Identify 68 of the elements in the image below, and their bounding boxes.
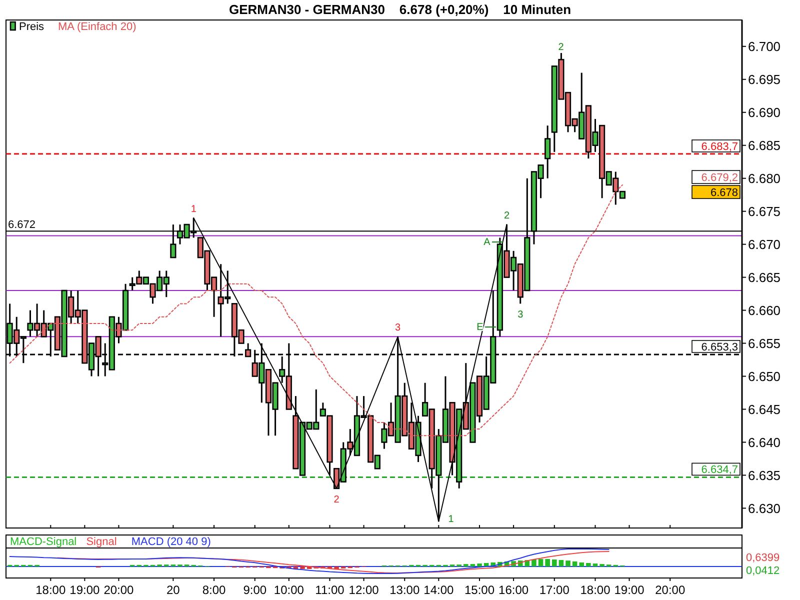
annotation: 6.678 [710, 187, 738, 200]
ref-line-label: 6.634,7 [701, 464, 738, 476]
text: 0,0412 [746, 565, 780, 577]
text: MA (Einfach 20) [58, 21, 136, 33]
x-tick-label: 8:00 [202, 583, 226, 597]
x-tick-label: 19:00 [70, 583, 100, 597]
text: 0,6399 [746, 552, 780, 564]
x-tick-label: 20:00 [655, 583, 686, 597]
bar [477, 564, 482, 566]
y-tick-label: 6.700 [748, 38, 781, 54]
series-label: MACD (20 40 9) [131, 536, 211, 548]
x-tick-label: 13:00 [390, 583, 420, 597]
annotation: 2 [504, 210, 510, 222]
candlestick [245, 342, 252, 358]
series-label: MACD-Signal [10, 536, 77, 548]
legend-label: Preis [19, 21, 45, 33]
y-tick-label: 6.695 [748, 72, 781, 87]
annotation: 3 [395, 322, 402, 334]
annotation: 1 [448, 514, 454, 525]
y-tick-label: 6.680 [748, 170, 781, 186]
ref-line-label: 6.672 [8, 219, 36, 232]
x-tick-label: 12:00 [348, 583, 380, 597]
y-tick-label: 6.685 [748, 138, 781, 153]
x-tick-label: 11:00 [315, 583, 345, 597]
series-label: Signal [86, 536, 117, 548]
bar [566, 560, 570, 566]
bar [592, 564, 598, 566]
x-tick-label: 14:00 [424, 583, 454, 597]
y-tick-label: 6.645 [748, 402, 781, 417]
x-tick-label: 20 [166, 583, 180, 597]
bar [538, 558, 544, 566]
ref-line-label: 6.683,7 [701, 140, 738, 153]
y-tick-label: 6.655 [748, 336, 781, 351]
annotation: 3 [518, 310, 524, 321]
y-tick-label: 6.665 [748, 270, 781, 285]
bar [552, 560, 557, 566]
y-tick-label: 6.690 [748, 104, 781, 120]
annotation: 2 [334, 494, 340, 506]
y-tick-label: 6.640 [748, 434, 781, 450]
candlestick [544, 124, 551, 180]
bar [579, 562, 584, 566]
annotation: 1 [190, 204, 197, 215]
annotation: 2 [558, 42, 564, 53]
x-tick-label: 17:00 [539, 583, 570, 597]
y-tick-label: 6.675 [748, 204, 781, 219]
annotation: A [484, 237, 491, 248]
y-tick-label: 6.630 [748, 500, 781, 516]
bar [586, 563, 591, 566]
annotation: E [476, 322, 484, 333]
x-tick-label: 19:00 [614, 583, 645, 597]
x-tick-label: 15:00 [464, 583, 495, 597]
y-tick-label: 6.635 [748, 468, 781, 483]
bar [532, 560, 536, 566]
x-tick-label: 18:00 [580, 583, 611, 597]
x-tick-label: 9:00 [243, 583, 267, 597]
x-tick-label: 20:00 [104, 583, 134, 597]
bar [558, 560, 564, 566]
bar [545, 558, 550, 566]
x-tick-label: 10:00 [274, 583, 304, 597]
annotation: 6.679,2 [701, 172, 738, 184]
ref-line-label: 6.653,3 [701, 341, 738, 354]
y-tick-label: 6.660 [748, 302, 781, 318]
y-tick-label: 6.670 [748, 236, 781, 252]
bar [572, 561, 578, 566]
x-tick-label: 16:00 [498, 583, 529, 597]
chart-title: GERMAN30 - GERMAN30 6.678 (+0,20%) 10 Minuten [228, 2, 572, 17]
x-tick-label: 18:00 [36, 583, 66, 597]
y-tick-label: 6.650 [748, 368, 781, 384]
